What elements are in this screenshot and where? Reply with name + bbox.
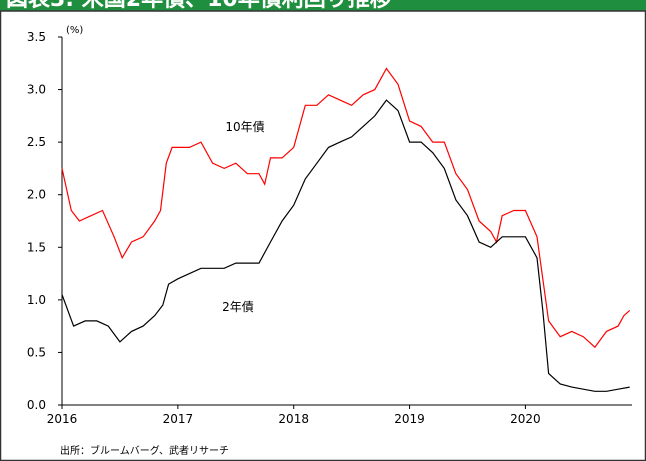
series-line — [61, 67, 631, 349]
x-tick-label: 2016 — [47, 412, 78, 426]
title-bar — [0, 0, 646, 11]
x-tick-label: 2019 — [394, 412, 425, 426]
y-tick-label: 3.5 — [27, 30, 46, 44]
series-line — [61, 99, 630, 392]
x-tick-label: 2020 — [510, 412, 541, 426]
y-tick-label: 0.5 — [27, 345, 46, 359]
y-tick-label: 2.0 — [27, 188, 46, 202]
series-label: 10年債 — [225, 119, 264, 134]
series-label: 2年債 — [222, 299, 254, 314]
y-tick-label: 1.5 — [27, 240, 46, 254]
x-tick-label: 2017 — [163, 412, 194, 426]
y-unit: (%) — [66, 25, 83, 36]
y-tick-label: 1.0 — [27, 293, 46, 307]
x-tick-label: 2018 — [278, 412, 309, 426]
source-note: 出所：ブルームバーグ、武者リサーチ — [60, 444, 229, 457]
chart-title: 図表3: 米国2年債、10年債利回り推移 — [6, 0, 392, 12]
y-tick-label: 2.5 — [27, 135, 46, 149]
y-tick-label: 3.0 — [27, 83, 46, 97]
y-tick-label: 0.0 — [27, 398, 46, 412]
